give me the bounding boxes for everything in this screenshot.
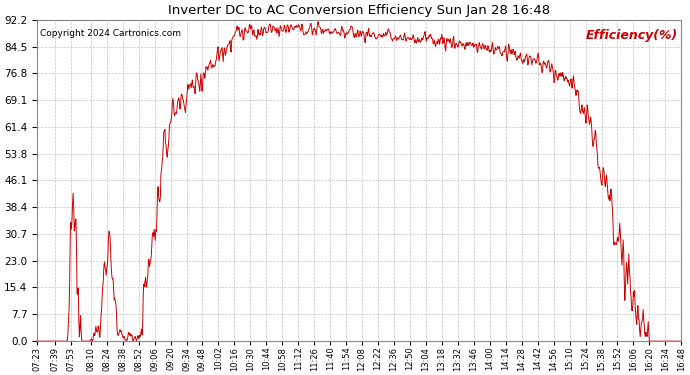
Text: Efficiency(%): Efficiency(%)	[586, 29, 678, 42]
Title: Inverter DC to AC Conversion Efficiency Sun Jan 28 16:48: Inverter DC to AC Conversion Efficiency …	[168, 4, 551, 17]
Text: Copyright 2024 Cartronics.com: Copyright 2024 Cartronics.com	[40, 29, 181, 38]
